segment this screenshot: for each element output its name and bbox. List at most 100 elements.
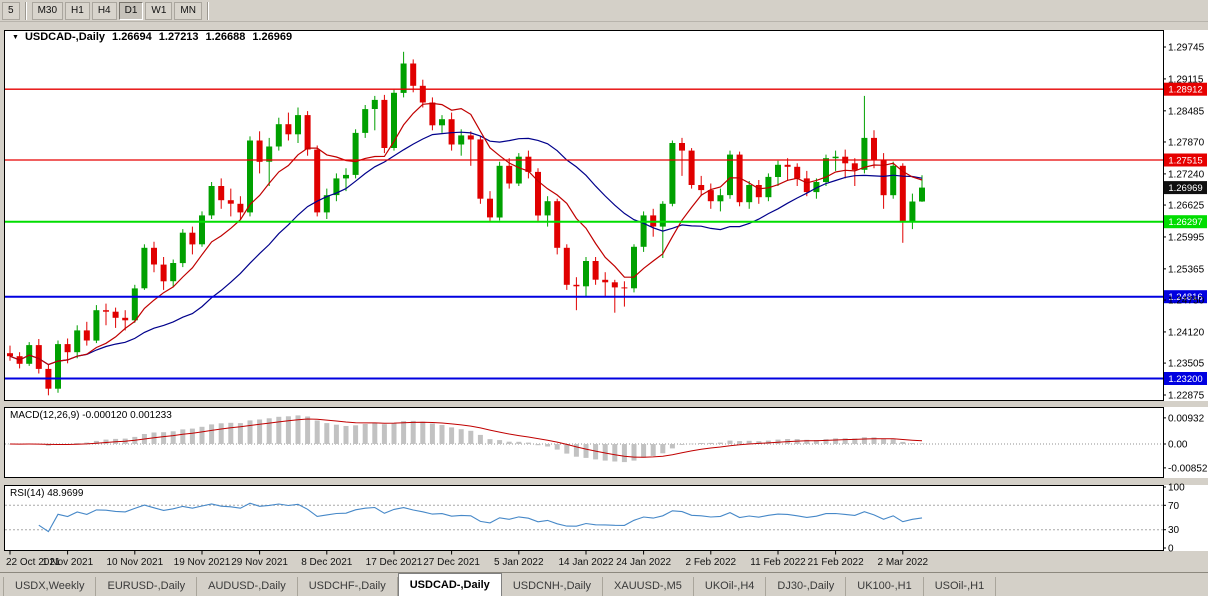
chart-tab-uk100-h1[interactable]: UK100-,H1 — [846, 577, 924, 596]
macd-histogram-bar — [650, 444, 656, 456]
candle-body — [477, 139, 484, 199]
macd-histogram-bar — [698, 443, 704, 444]
candle-body — [679, 143, 685, 151]
chart-tab-ukoil-h4[interactable]: UKOil-,H4 — [694, 577, 767, 596]
price-level-tag — [1164, 215, 1207, 229]
macd-histogram-bar — [554, 444, 560, 450]
slow-ma-line — [9, 131, 923, 366]
candle-body — [832, 156, 839, 159]
candle-body — [208, 186, 215, 216]
price-axis-label: 1.22875 — [1168, 390, 1205, 401]
macd-histogram-bar — [314, 420, 320, 444]
macd-indicator-title: MACD(12,26,9) -0.000120 0.001233 — [10, 410, 172, 421]
candle-body — [439, 119, 445, 126]
price-level-tag-label: 1.24816 — [1168, 292, 1202, 303]
candle-body — [640, 215, 647, 247]
candle-body — [717, 195, 724, 202]
macd-histogram-bar — [103, 439, 109, 444]
rsi-axis-label: 0 — [1168, 544, 1174, 555]
candle-body — [429, 102, 436, 126]
candle-body — [141, 247, 148, 289]
timeframe-button-d1[interactable]: D1 — [118, 1, 144, 20]
macd-histogram-bar — [727, 440, 733, 444]
timeframe-toolbar: 5 M30 H1 H4 D1 W1 MN — [0, 0, 1208, 22]
candle-body — [323, 195, 330, 213]
price-axis-label: 1.24120 — [1168, 327, 1205, 338]
candle-body — [151, 247, 157, 265]
macd-histogram-bar — [545, 444, 551, 447]
macd-histogram-bar — [439, 425, 445, 444]
candle-body — [362, 109, 369, 133]
timeframe-button-m30[interactable]: M30 — [31, 1, 64, 20]
date-axis-label: 14 Jan 2022 — [558, 557, 613, 568]
timeframe-button-h4[interactable]: H4 — [91, 1, 117, 20]
macd-axis-label: -0.00852 — [1168, 463, 1208, 474]
timeframe-button-w1[interactable]: W1 — [145, 1, 173, 20]
macd-histogram-bar — [737, 441, 743, 444]
candle-body — [707, 190, 714, 202]
macd-histogram-bar — [228, 422, 234, 444]
chart-tab-eurusd-daily[interactable]: EURUSD-,Daily — [96, 577, 198, 596]
macd-histogram-bar — [170, 431, 176, 444]
chart-tab-dj30-daily[interactable]: DJ30-,Daily — [766, 577, 847, 596]
candle-body — [611, 282, 618, 288]
timeframe-button-mn[interactable]: MN — [174, 1, 202, 20]
candle-body — [602, 279, 609, 283]
candle-body — [352, 132, 359, 175]
price-level-tag — [1164, 372, 1207, 385]
date-axis-label: 21 Feb 2022 — [808, 557, 865, 568]
rsi-line — [38, 502, 923, 533]
timeframe-button-5[interactable]: 5 — [2, 1, 20, 20]
macd-histogram-bar — [833, 438, 839, 444]
candle-body — [458, 135, 465, 145]
date-axis-label: 11 Feb 2022 — [750, 557, 806, 568]
macd-histogram-bar — [804, 439, 810, 444]
candle-body — [170, 263, 177, 282]
chart-tab-audusd-daily[interactable]: AUDUSD-,Daily — [197, 577, 298, 596]
macd-histogram-bar — [324, 423, 330, 444]
macd-histogram-bar — [525, 442, 531, 444]
macd-axis-label: 0.00 — [1168, 440, 1188, 451]
candle-body — [314, 149, 321, 213]
candle-body — [890, 165, 897, 196]
macd-histogram-bar — [410, 420, 416, 444]
collapse-triangle-icon[interactable]: ▼ — [12, 33, 19, 41]
chart-tab-usdchf-daily[interactable]: USDCHF-,Daily — [298, 577, 398, 596]
chart-tab-xauusd-m5[interactable]: XAUUSD-,M5 — [603, 577, 694, 596]
price-axis-label: 1.26625 — [1168, 201, 1205, 212]
macd-pane-axis-strip — [1164, 407, 1208, 478]
candle-body — [755, 185, 762, 198]
macd-histogram-bar — [593, 444, 599, 460]
candle-body — [266, 146, 273, 162]
price-level-tag-label: 1.26297 — [1168, 217, 1202, 228]
chart-tab-usoil-h1[interactable]: USOil-,H1 — [924, 577, 997, 596]
candle-body — [7, 353, 13, 357]
candle-body — [295, 115, 301, 135]
candle-body — [275, 124, 282, 147]
toolbar-separator — [24, 1, 27, 20]
macd-histogram-bar — [660, 444, 666, 454]
macd-histogram-bar — [535, 444, 541, 446]
chart-tab-usdcnh-daily[interactable]: USDCNH-,Daily — [502, 577, 604, 596]
chart-tab-usdx-weekly[interactable]: USDX,Weekly — [3, 577, 97, 596]
candle-body — [880, 159, 887, 196]
macd-histogram-bar — [420, 421, 426, 444]
macd-histogram-bar — [247, 420, 253, 444]
candle-body — [247, 140, 253, 213]
candle-body — [631, 246, 637, 289]
price-level-tag-label: 1.27515 — [1168, 155, 1202, 166]
chart-canvas[interactable]: 1.28912 1.27515 1.26297 1.24816 1.23200 1.269… — [0, 22, 1208, 572]
candle-body — [621, 287, 628, 289]
timeframe-button-h1[interactable]: H1 — [65, 1, 90, 20]
date-axis-label: 22 Oct 2021 — [6, 557, 61, 568]
price-axis-label: 1.27870 — [1168, 137, 1205, 148]
macd-axis-label: 0.00932 — [1168, 413, 1205, 424]
price-axis-label: 1.24750 — [1168, 296, 1205, 307]
macd-histogram-bar — [823, 439, 829, 444]
candle-body — [851, 163, 858, 170]
candle-body — [803, 178, 810, 193]
macd-histogram-bar — [881, 439, 887, 444]
chart-tab-usdcad-daily[interactable]: USDCAD-,Daily — [397, 573, 502, 596]
candle-body — [487, 198, 493, 218]
macd-histogram-bar — [257, 419, 263, 444]
